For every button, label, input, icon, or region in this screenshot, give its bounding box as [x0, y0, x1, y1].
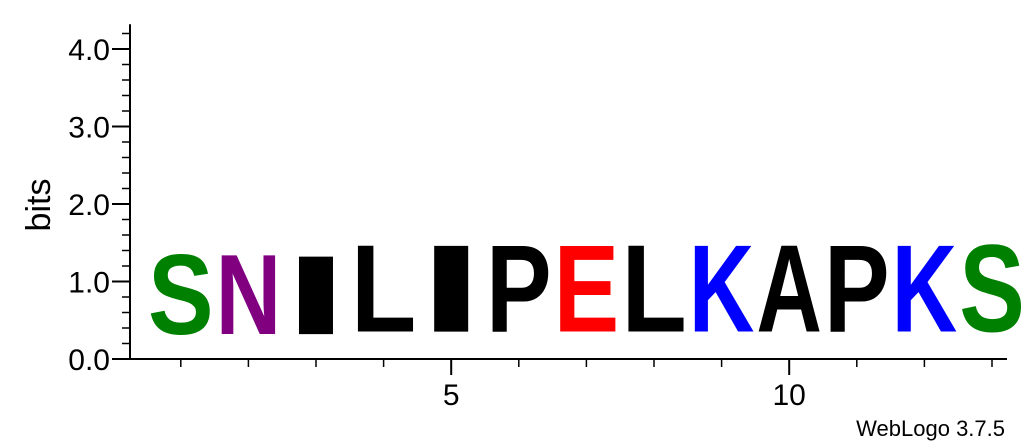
- y-tick-label: 1.0: [68, 267, 110, 300]
- logo-glyph-p: P: [486, 218, 552, 358]
- x-axis: 5 10: [130, 358, 1007, 412]
- logo-glyph-s: S: [148, 231, 214, 359]
- y-tick-label: 0.0: [68, 344, 110, 377]
- y-tick-label: 2.0: [68, 189, 110, 222]
- logo-glyph-n: N: [216, 231, 282, 358]
- y-tick-label: 3.0: [68, 112, 110, 145]
- logo-glyph-l: L: [621, 219, 687, 358]
- y-axis: 0.0 1.0 2.0 3.0 4.0: [68, 24, 131, 377]
- y-axis-label: bits: [20, 179, 58, 232]
- x-tick-label: 10: [773, 379, 806, 412]
- y-tick-label: 4.0: [68, 34, 110, 67]
- logo-glyph-a: A: [756, 220, 822, 359]
- logo-glyph-l: L: [351, 219, 417, 358]
- logo-glyph-i: I: [283, 233, 349, 359]
- logo-glyph-p: P: [824, 218, 890, 358]
- x-tick-label: 5: [443, 379, 460, 412]
- weblogo-credit: WebLogo 3.7.5: [856, 416, 1005, 441]
- logo-glyph-s: S: [959, 218, 1025, 358]
- logo-glyph-e: E: [554, 218, 620, 358]
- logo-glyph-k: K: [689, 220, 755, 359]
- logo-glyph-i: I: [418, 219, 484, 358]
- logo-glyph-k: K: [892, 220, 958, 359]
